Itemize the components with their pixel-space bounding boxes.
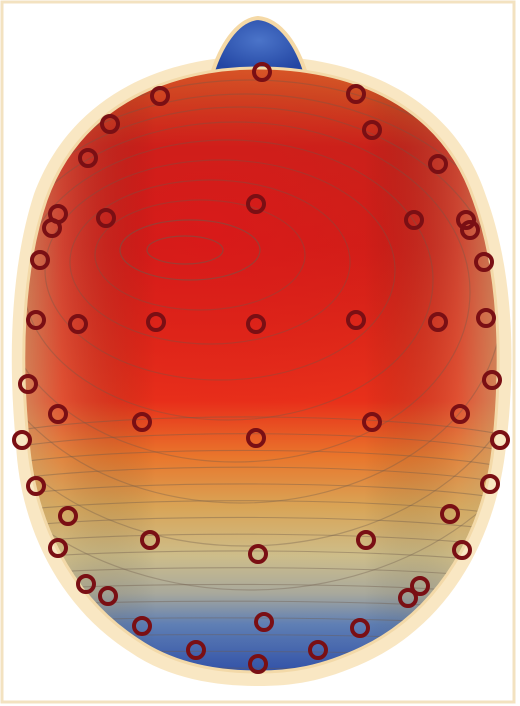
electrode-marker [26,476,46,496]
electrode-marker [404,210,424,230]
electrode-marker [132,616,152,636]
contour-band [23,533,499,547]
electrode-markers [12,62,510,674]
electrode-marker [26,310,46,330]
electrode-marker [476,308,496,328]
electrode-marker [480,474,500,494]
electrode-marker [474,252,494,272]
electrode-marker [132,412,152,432]
contour-ring [146,235,224,265]
electrode-marker [48,538,68,558]
electrode-marker [146,312,166,332]
contour-band [23,416,499,435]
electrode-marker [58,506,78,526]
contour-band [23,550,499,563]
electrode-marker [18,374,38,394]
contour-ring [23,79,499,591]
contour-ring [23,106,499,504]
electrode-marker [68,314,88,334]
electrode-marker [246,194,266,214]
electrode-marker [76,574,96,594]
electrode-marker [308,640,328,660]
contour-ring [23,139,434,421]
electrode-marker [254,612,274,632]
electrode-marker [140,530,160,550]
electrode-marker [186,640,206,660]
contour-band [23,466,499,483]
electrode-marker [456,210,476,230]
electrode-marker [100,114,120,134]
electrode-marker [362,412,382,432]
contour-ring [23,93,499,547]
contour-band [23,483,499,499]
electrode-marker [346,84,366,104]
electrode-marker [460,220,480,240]
contour-ring [119,219,261,281]
electrode-marker [248,544,268,564]
electrode-marker [48,404,68,424]
electrode-marker [452,540,472,560]
electrode-marker [450,404,470,424]
electrode-marker [248,654,268,674]
electrode-marker [246,428,266,448]
contour-band [23,433,499,451]
contour-band [23,449,499,467]
electrode-marker [398,588,418,608]
electrode-marker [490,430,510,450]
contour-band [23,567,499,579]
electrode-marker [440,504,460,524]
electrode-marker [346,310,366,330]
electrode-marker [362,120,382,140]
contour-ring [69,179,351,345]
electrode-marker [78,148,98,168]
electrode-marker [410,576,430,596]
electrode-marker [98,586,118,606]
contour-ring [23,121,471,463]
electrode-marker [350,618,370,638]
contour-ring [44,159,396,381]
electrode-marker [150,86,170,106]
contour-ring [94,199,306,311]
electrode-marker [428,312,448,332]
electrode-marker [42,218,62,238]
electrode-marker [482,370,502,390]
electrode-marker [252,62,272,82]
electrode-marker [246,314,266,334]
electrode-marker [96,208,116,228]
electrode-marker [428,154,448,174]
electrode-marker [356,530,376,550]
nose [209,15,309,76]
head-surface [23,68,499,672]
electrode-marker [30,250,50,270]
electrode-marker [12,430,32,450]
